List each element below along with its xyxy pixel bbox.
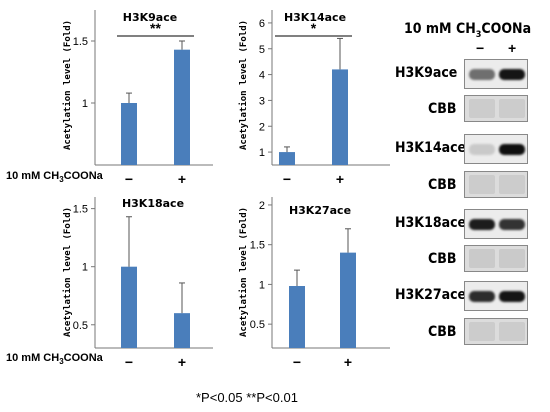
condition-label-sub: 3: [59, 175, 64, 185]
cbb-stain-strip: [464, 171, 528, 198]
chart-title: H3K18ace: [122, 197, 184, 210]
blot-header-tail: COONa: [481, 21, 532, 37]
y-tick-label: 2: [259, 121, 265, 133]
blot-header-sub: 3: [475, 29, 482, 40]
condition-label-tail: COONa: [63, 170, 103, 182]
condition-label-tail: COONa: [63, 352, 103, 364]
blot-header-text: 10 mM CH: [404, 21, 476, 37]
stain-band: [469, 175, 495, 194]
y-tick-label: 2: [259, 200, 265, 212]
y-tick-label: 1: [259, 147, 265, 159]
y-axis-label: Acetylation level (Fold): [62, 207, 73, 337]
category-label: +: [344, 354, 352, 370]
stain-band: [469, 322, 495, 341]
y-tick-label: 1: [82, 262, 88, 274]
significance-marker: **: [150, 20, 161, 36]
stain-band: [469, 249, 495, 268]
western-blot-strip: [464, 281, 528, 311]
y-tick-label: 3: [259, 95, 265, 107]
blot-band: [499, 144, 525, 155]
y-axis-label: Acetylation level (Fold): [238, 207, 249, 337]
y-tick-label: 1.5: [250, 240, 265, 252]
blot-band: [469, 291, 495, 302]
y-axis-label: Acetylation level (Fold): [62, 20, 73, 150]
blot-band: [469, 69, 495, 80]
blot-row-label: CBB: [428, 177, 457, 193]
western-blot-strip: [464, 134, 528, 164]
category-label: +: [336, 171, 344, 187]
blot-band: [499, 291, 525, 302]
blot-header: 10 mM CH3COONa: [404, 21, 531, 40]
cbb-stain-strip: [464, 245, 528, 272]
blot-lane-plus: +: [508, 40, 517, 56]
blot-row-label: H3K27ace: [395, 287, 467, 303]
category-label: −: [125, 171, 133, 187]
blot-row-label: CBB: [428, 324, 457, 340]
chart-title: H3K27ace: [289, 204, 351, 217]
blot-band: [469, 144, 495, 155]
bar: [340, 252, 356, 348]
bar: [174, 313, 190, 348]
category-label: +: [178, 171, 186, 187]
significance-footnote: *P<0.05 **P<0.01: [196, 390, 298, 405]
chart-title: H3K9ace: [123, 11, 177, 24]
bar: [332, 69, 348, 165]
blot-band: [469, 219, 495, 230]
bar: [121, 266, 137, 348]
stain-band: [499, 99, 525, 118]
cbb-stain-strip: [464, 318, 528, 345]
condition-label-text: 10 mM CH: [6, 170, 60, 182]
western-blot-strip: [464, 209, 528, 239]
category-label: −: [293, 354, 301, 370]
blot-band: [499, 219, 525, 230]
y-tick-label: 5: [259, 44, 265, 56]
y-tick-label: 1: [259, 279, 265, 291]
cbb-stain-strip: [464, 95, 528, 122]
blot-row-label: H3K9ace: [395, 65, 458, 81]
blot-row-label: H3K18ace: [395, 215, 467, 231]
y-tick-label: 1: [82, 98, 88, 110]
y-tick-label: 6: [259, 18, 265, 30]
category-label: +: [178, 354, 186, 370]
y-tick-label: 1.5: [73, 36, 88, 48]
category-label: −: [125, 354, 133, 370]
y-tick-label: 0.5: [73, 320, 88, 332]
blot-row-label: H3K14ace: [395, 140, 467, 156]
y-tick-label: 1.5: [73, 204, 88, 216]
stain-band: [499, 322, 525, 341]
condition-label-sub: 3: [59, 357, 64, 367]
bar: [289, 286, 305, 348]
category-label: −: [283, 171, 291, 187]
blot-row-label: CBB: [428, 251, 457, 267]
stain-band: [499, 249, 525, 268]
condition-label-text: 10 mM CH: [6, 352, 60, 364]
stain-band: [499, 175, 525, 194]
y-tick-label: 4: [259, 70, 265, 82]
bar: [121, 103, 137, 165]
blot-lane-minus: −: [476, 40, 485, 56]
blot-band: [499, 69, 525, 80]
western-blot-strip: [464, 59, 528, 89]
significance-marker: *: [311, 20, 317, 36]
condition-label-top: 10 mM CH3COONa: [6, 170, 103, 184]
blot-row-label: CBB: [428, 101, 457, 117]
chart-title: H3K14ace: [284, 11, 346, 24]
stain-band: [469, 99, 495, 118]
bar: [279, 152, 295, 165]
condition-label-bottom: 10 mM CH3COONa: [6, 352, 103, 366]
y-tick-label: 0.5: [250, 319, 265, 331]
y-axis-label: Acetylation level (Fold): [238, 20, 249, 150]
bar: [174, 49, 190, 165]
